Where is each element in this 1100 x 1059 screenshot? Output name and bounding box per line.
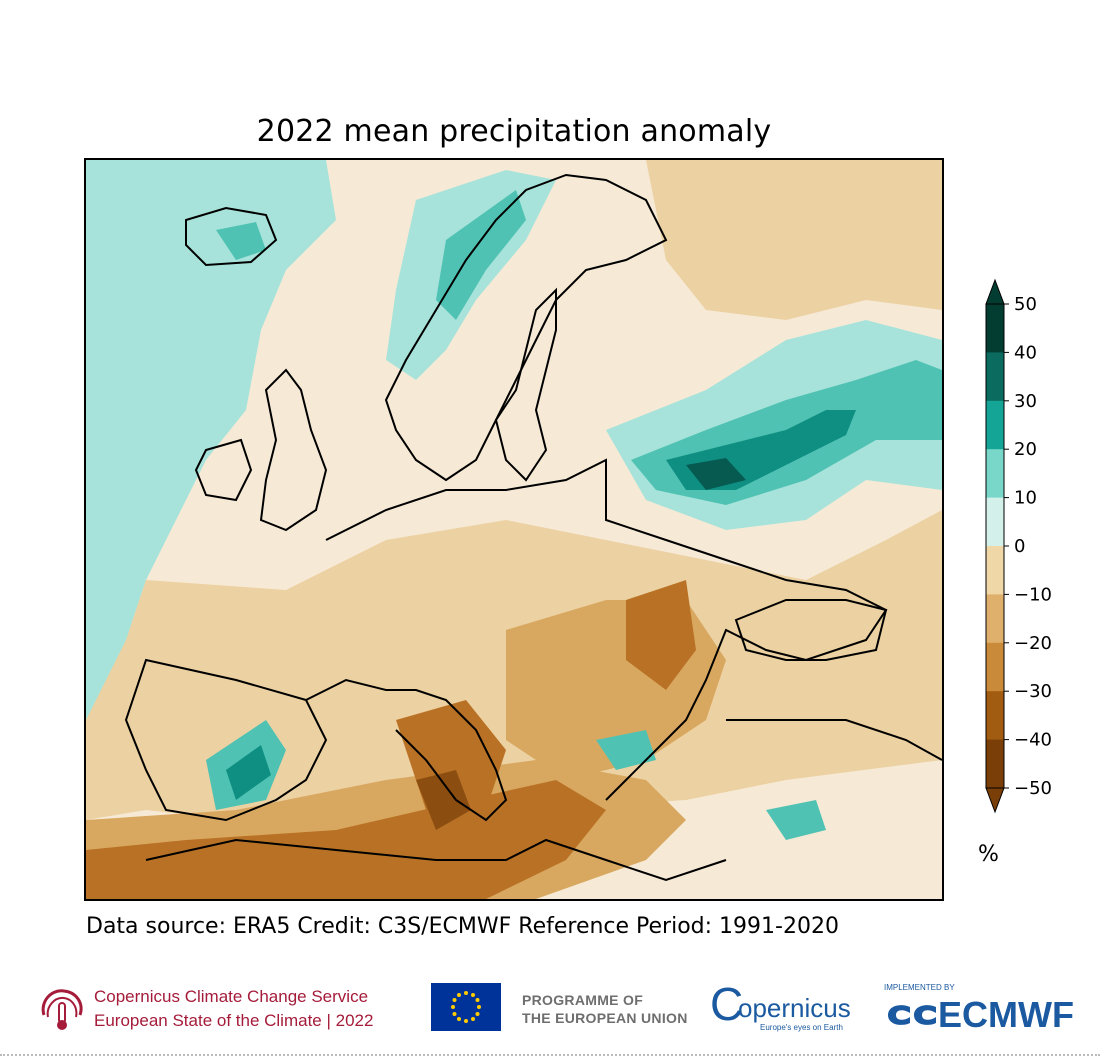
colorbar-segment [986, 546, 1004, 595]
colorbar-segment [986, 739, 1004, 789]
bottom-divider [0, 1054, 1100, 1056]
eu-programme-line1: PROGRAMME OF [522, 992, 644, 1008]
data-source-footnote: Data source: ERA5 Credit: C3S/ECMWF Refe… [86, 914, 839, 939]
c3s-title: Copernicus Climate Change Service [94, 987, 369, 1006]
wet-region-turkey [766, 800, 826, 840]
copernicus-tagline: Europe's eyes on Earth [760, 1023, 843, 1032]
ecmwf-logo-icon [888, 1005, 936, 1025]
coast-north-africa [145, 838, 727, 882]
colorbar-segment [986, 449, 1004, 499]
wet-region-spain-dark [226, 745, 271, 800]
coast-mainland-europe [325, 458, 888, 801]
colorbar-tick-label: −30 [1014, 681, 1052, 702]
colorbar: 50 40 30 20 10 0 −10 −20 −30 −40 −50 [985, 278, 1052, 814]
coast-norway-sweden [384, 173, 668, 482]
coast-turkey [726, 719, 942, 761]
dry-region-darkest [416, 770, 471, 830]
colorbar-ticks: 50 40 30 20 10 0 −10 −20 −30 −40 −50 [1004, 294, 1052, 799]
colorbar-tick-label: −10 [1014, 584, 1052, 605]
colorbar-segment [986, 304, 1004, 353]
colorbar-tick-label: 40 [1014, 342, 1037, 363]
colorbar-segment [986, 497, 1004, 547]
colorbar-segment [986, 594, 1004, 644]
colorbar-segment [986, 352, 1004, 402]
c3s-subtitle: European State of the Climate | 2022 [94, 1011, 374, 1030]
wet-region-east-darkest [686, 458, 746, 490]
colorbar-segment [986, 691, 1004, 741]
colorbar-unit: % [978, 842, 999, 867]
eu-programme-line2: THE EUROPEAN UNION [522, 1010, 688, 1026]
colorbar-tick-label: 30 [1014, 391, 1037, 412]
wet-region-greece [596, 730, 656, 770]
coast-ireland [194, 438, 253, 502]
coast-france-italy [305, 678, 508, 822]
colorbar-extend-top [985, 278, 1005, 305]
c3s-thermometer-icon [41, 989, 83, 1030]
copernicus-c: C [710, 978, 744, 1030]
colorbar-tick-label: −20 [1014, 633, 1052, 654]
coastlines [124, 173, 942, 882]
logos-row: Copernicus Climate Change Service Europe… [0, 975, 1100, 1045]
wet-region-atlantic [86, 160, 336, 720]
wet-region-iceland [216, 222, 266, 260]
copernicus-wordmark: opernicus [738, 993, 851, 1023]
colorbar-tick-label: 10 [1014, 488, 1037, 509]
colorbar-tick-label: 0 [1014, 536, 1025, 557]
colorbar-tick-label: 20 [1014, 439, 1037, 460]
coast-iceland [185, 206, 278, 267]
eu-flag-icon [431, 983, 501, 1031]
coast-iberia [124, 658, 328, 822]
map-title: 2022 mean precipitation anomaly [256, 114, 772, 149]
colorbar-segments [985, 278, 1005, 814]
colorbar-tick-label: −40 [1014, 730, 1052, 751]
ecmwf-implemented-by: IMPLEMENTED BY [884, 983, 955, 992]
wet-region-norway-core [436, 190, 526, 320]
coast-baltic [494, 287, 557, 482]
coast-great-britain [259, 368, 328, 532]
coast-black-sea [734, 599, 888, 661]
ecmwf-wordmark: ECMWF [938, 994, 1074, 1035]
colorbar-segment [986, 642, 1004, 692]
colorbar-tick-label: 50 [1014, 294, 1037, 315]
colorbar-extend-bottom [985, 787, 1005, 814]
dry-region-hungary [626, 580, 696, 690]
map-canvas [86, 160, 942, 899]
dry-region-northeast [646, 160, 942, 320]
colorbar-tick-label: −50 [1014, 778, 1052, 799]
precipitation-anomaly-map [84, 158, 944, 901]
colorbar-segment [986, 400, 1004, 450]
